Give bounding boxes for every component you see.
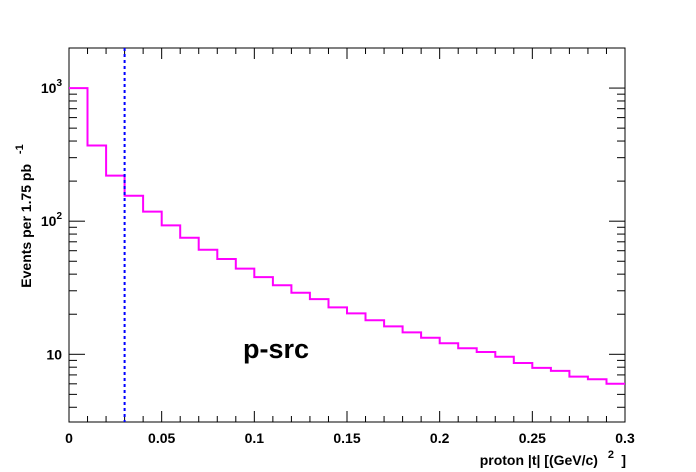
y-axis-label-text: Events per 1.75 pb bbox=[18, 164, 34, 288]
y-tick-label-exponent: 2 bbox=[56, 211, 62, 222]
x-axis-label-sup: 2 bbox=[608, 449, 614, 461]
y-tick-label: 103 bbox=[41, 78, 63, 96]
x-tick-label: 0.1 bbox=[245, 430, 265, 446]
plot-frame bbox=[68, 47, 626, 423]
histogram-series bbox=[69, 87, 625, 385]
x-tick-label: 0.2 bbox=[430, 430, 450, 446]
major-ticks bbox=[68, 48, 626, 422]
y-axis-label-sup: -1 bbox=[14, 144, 26, 154]
x-axis-label-bracket: ] bbox=[621, 452, 626, 468]
x-tick-label: 0.05 bbox=[148, 430, 175, 446]
x-axis-label-text: proton |t| [(GeV/c) bbox=[480, 452, 598, 468]
minor-ticks bbox=[69, 47, 625, 422]
x-tick-label: 0.15 bbox=[333, 430, 360, 446]
y-tick-label: 102 bbox=[41, 211, 63, 229]
y-tick-label-base: 10 bbox=[41, 213, 57, 229]
x-tick-label: 0 bbox=[65, 430, 73, 446]
x-tick-label: 0.3 bbox=[615, 430, 635, 446]
y-tick-label-base: 10 bbox=[41, 80, 57, 96]
y-tick-label-base: 10 bbox=[46, 346, 62, 362]
y-tick-label-exponent: 3 bbox=[56, 78, 62, 89]
annotation-label: p-src bbox=[243, 334, 309, 364]
x-tick-label: 0.25 bbox=[519, 430, 546, 446]
svg-text:Events per 1.75 pb -1: Events per 1.75 pb -1 bbox=[14, 144, 34, 287]
y-axis-label: Events per 1.75 pb -1 bbox=[14, 144, 34, 287]
x-axis-label: proton |t| [(GeV/c) 2 bbox=[480, 449, 614, 468]
y-tick-label: 10 bbox=[46, 346, 62, 362]
x-tick-labels: 0 0.05 0.1 0.15 0.2 0.25 0.3 bbox=[65, 430, 635, 446]
